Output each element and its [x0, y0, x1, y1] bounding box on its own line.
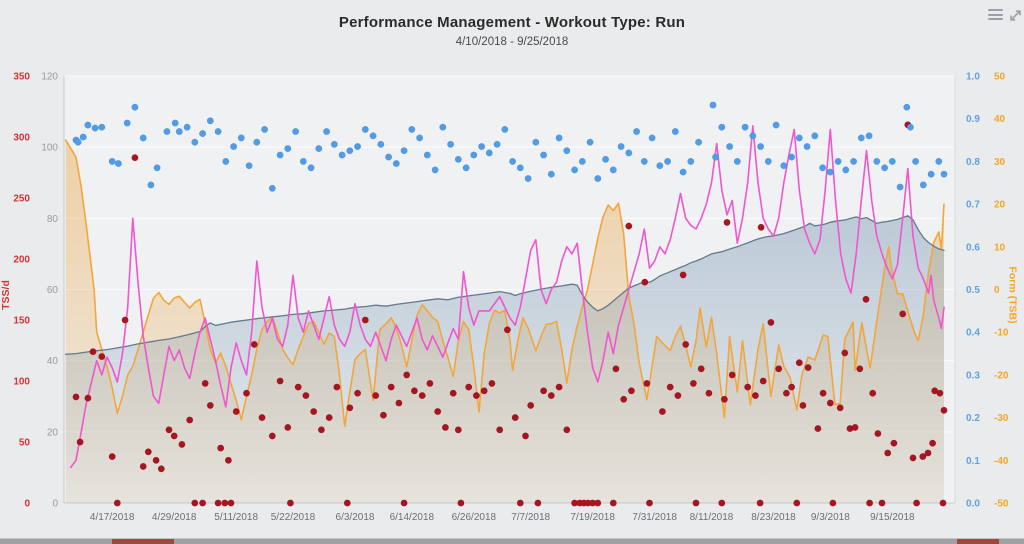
svg-text:0.2: 0.2: [966, 413, 980, 424]
svg-text:4/29/2018: 4/29/2018: [152, 512, 197, 523]
svg-text:150: 150: [13, 316, 30, 327]
svg-text:9/3/2018: 9/3/2018: [811, 512, 850, 523]
svg-text:200: 200: [13, 255, 30, 266]
svg-text:0: 0: [52, 499, 58, 510]
svg-text:7/7/2018: 7/7/2018: [511, 512, 550, 523]
svg-text:6/26/2018: 6/26/2018: [452, 512, 497, 523]
svg-text:-30: -30: [994, 413, 1009, 424]
svg-text:6/3/2018: 6/3/2018: [336, 512, 375, 523]
menu-bar: [988, 9, 1003, 11]
svg-text:0: 0: [24, 499, 30, 510]
svg-text:7/31/2018: 7/31/2018: [632, 512, 677, 523]
svg-text:4/17/2018: 4/17/2018: [90, 512, 135, 523]
svg-text:0.1: 0.1: [966, 456, 980, 467]
svg-text:350: 350: [13, 72, 30, 83]
svg-text:7/19/2018: 7/19/2018: [570, 512, 615, 523]
svg-text:60: 60: [47, 285, 59, 296]
menu-bar: [988, 18, 1003, 20]
svg-text:0.9: 0.9: [966, 114, 980, 125]
svg-text:-40: -40: [994, 456, 1009, 467]
svg-text:-10: -10: [994, 328, 1009, 339]
svg-text:-20: -20: [994, 370, 1009, 381]
svg-text:10: 10: [994, 242, 1006, 253]
svg-text:5/22/2018: 5/22/2018: [271, 512, 316, 523]
svg-text:40: 40: [994, 114, 1006, 125]
svg-text:0.6: 0.6: [966, 242, 980, 253]
scrollbar-marker: [957, 539, 999, 544]
svg-text:1.0: 1.0: [966, 72, 980, 83]
chart-title: Performance Management - Workout Type: R…: [338, 14, 686, 31]
svg-text:40: 40: [47, 356, 59, 367]
svg-text:9/15/2018: 9/15/2018: [870, 512, 915, 523]
svg-text:0.8: 0.8: [966, 157, 980, 168]
svg-text:0.4: 0.4: [966, 328, 980, 339]
menu-bar: [988, 13, 1003, 16]
svg-text:0: 0: [994, 285, 1000, 296]
svg-text:-50: -50: [994, 499, 1009, 510]
svg-text:20: 20: [47, 427, 59, 438]
resize-icon[interactable]: [1009, 9, 1022, 22]
svg-text:50: 50: [994, 72, 1006, 83]
svg-text:50: 50: [19, 438, 31, 449]
svg-text:8/23/2018: 8/23/2018: [751, 512, 796, 523]
svg-text:250: 250: [13, 194, 30, 205]
diagonal-arrows-glyph: [1010, 10, 1021, 21]
svg-text:300: 300: [13, 133, 30, 144]
svg-text:100: 100: [13, 377, 30, 388]
horizontal-scrollbar[interactable]: [0, 538, 1024, 544]
svg-text:100: 100: [41, 143, 58, 154]
svg-text:80: 80: [47, 214, 59, 225]
svg-text:120: 120: [41, 72, 58, 83]
svg-text:0.3: 0.3: [966, 370, 980, 381]
svg-text:0.5: 0.5: [966, 285, 980, 296]
svg-text:30: 30: [994, 157, 1006, 168]
svg-text:0.7: 0.7: [966, 200, 980, 211]
chart-subtitle: 4/10/2018 - 9/25/2018: [455, 36, 569, 48]
chart-context-menu-icon[interactable]: [988, 9, 1003, 22]
svg-text:0.0: 0.0: [966, 499, 980, 510]
scrollbar-marker: [112, 539, 174, 544]
svg-text:6/14/2018: 6/14/2018: [390, 512, 435, 523]
svg-text:5/11/2018: 5/11/2018: [214, 512, 258, 523]
svg-text:8/11/2018: 8/11/2018: [690, 512, 734, 523]
svg-text:20: 20: [994, 200, 1006, 211]
